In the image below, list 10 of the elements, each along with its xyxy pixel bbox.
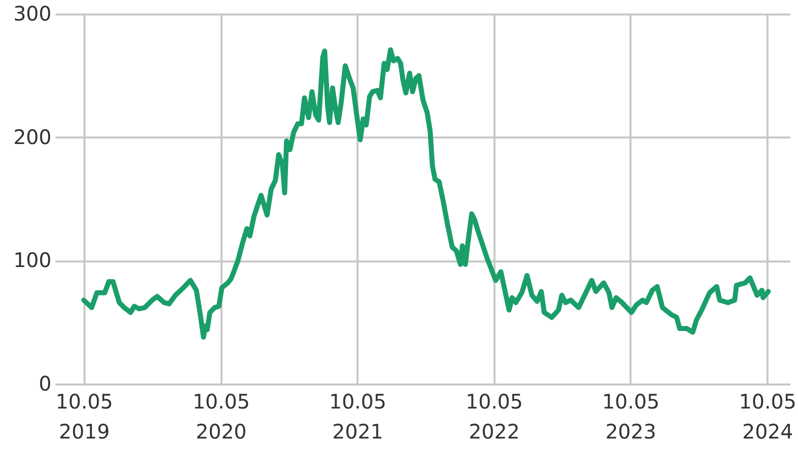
x-tick-label: 10.05 2020 bbox=[192, 390, 250, 444]
x-tick-label: 10.05 2021 bbox=[329, 390, 386, 444]
x-tick-label: 10.05 2019 bbox=[56, 390, 113, 444]
x-tick-label: 10.05 2023 bbox=[602, 390, 660, 444]
x-tick-label: 10.05 2022 bbox=[466, 390, 523, 444]
y-tick-label: 300 bbox=[13, 2, 52, 26]
x-tick-label: 10.05 2024 bbox=[739, 390, 796, 444]
y-tick-label: 100 bbox=[13, 248, 52, 272]
y-tick-label: 200 bbox=[13, 124, 52, 149]
y-tick-label: 0 bbox=[38, 372, 52, 396]
